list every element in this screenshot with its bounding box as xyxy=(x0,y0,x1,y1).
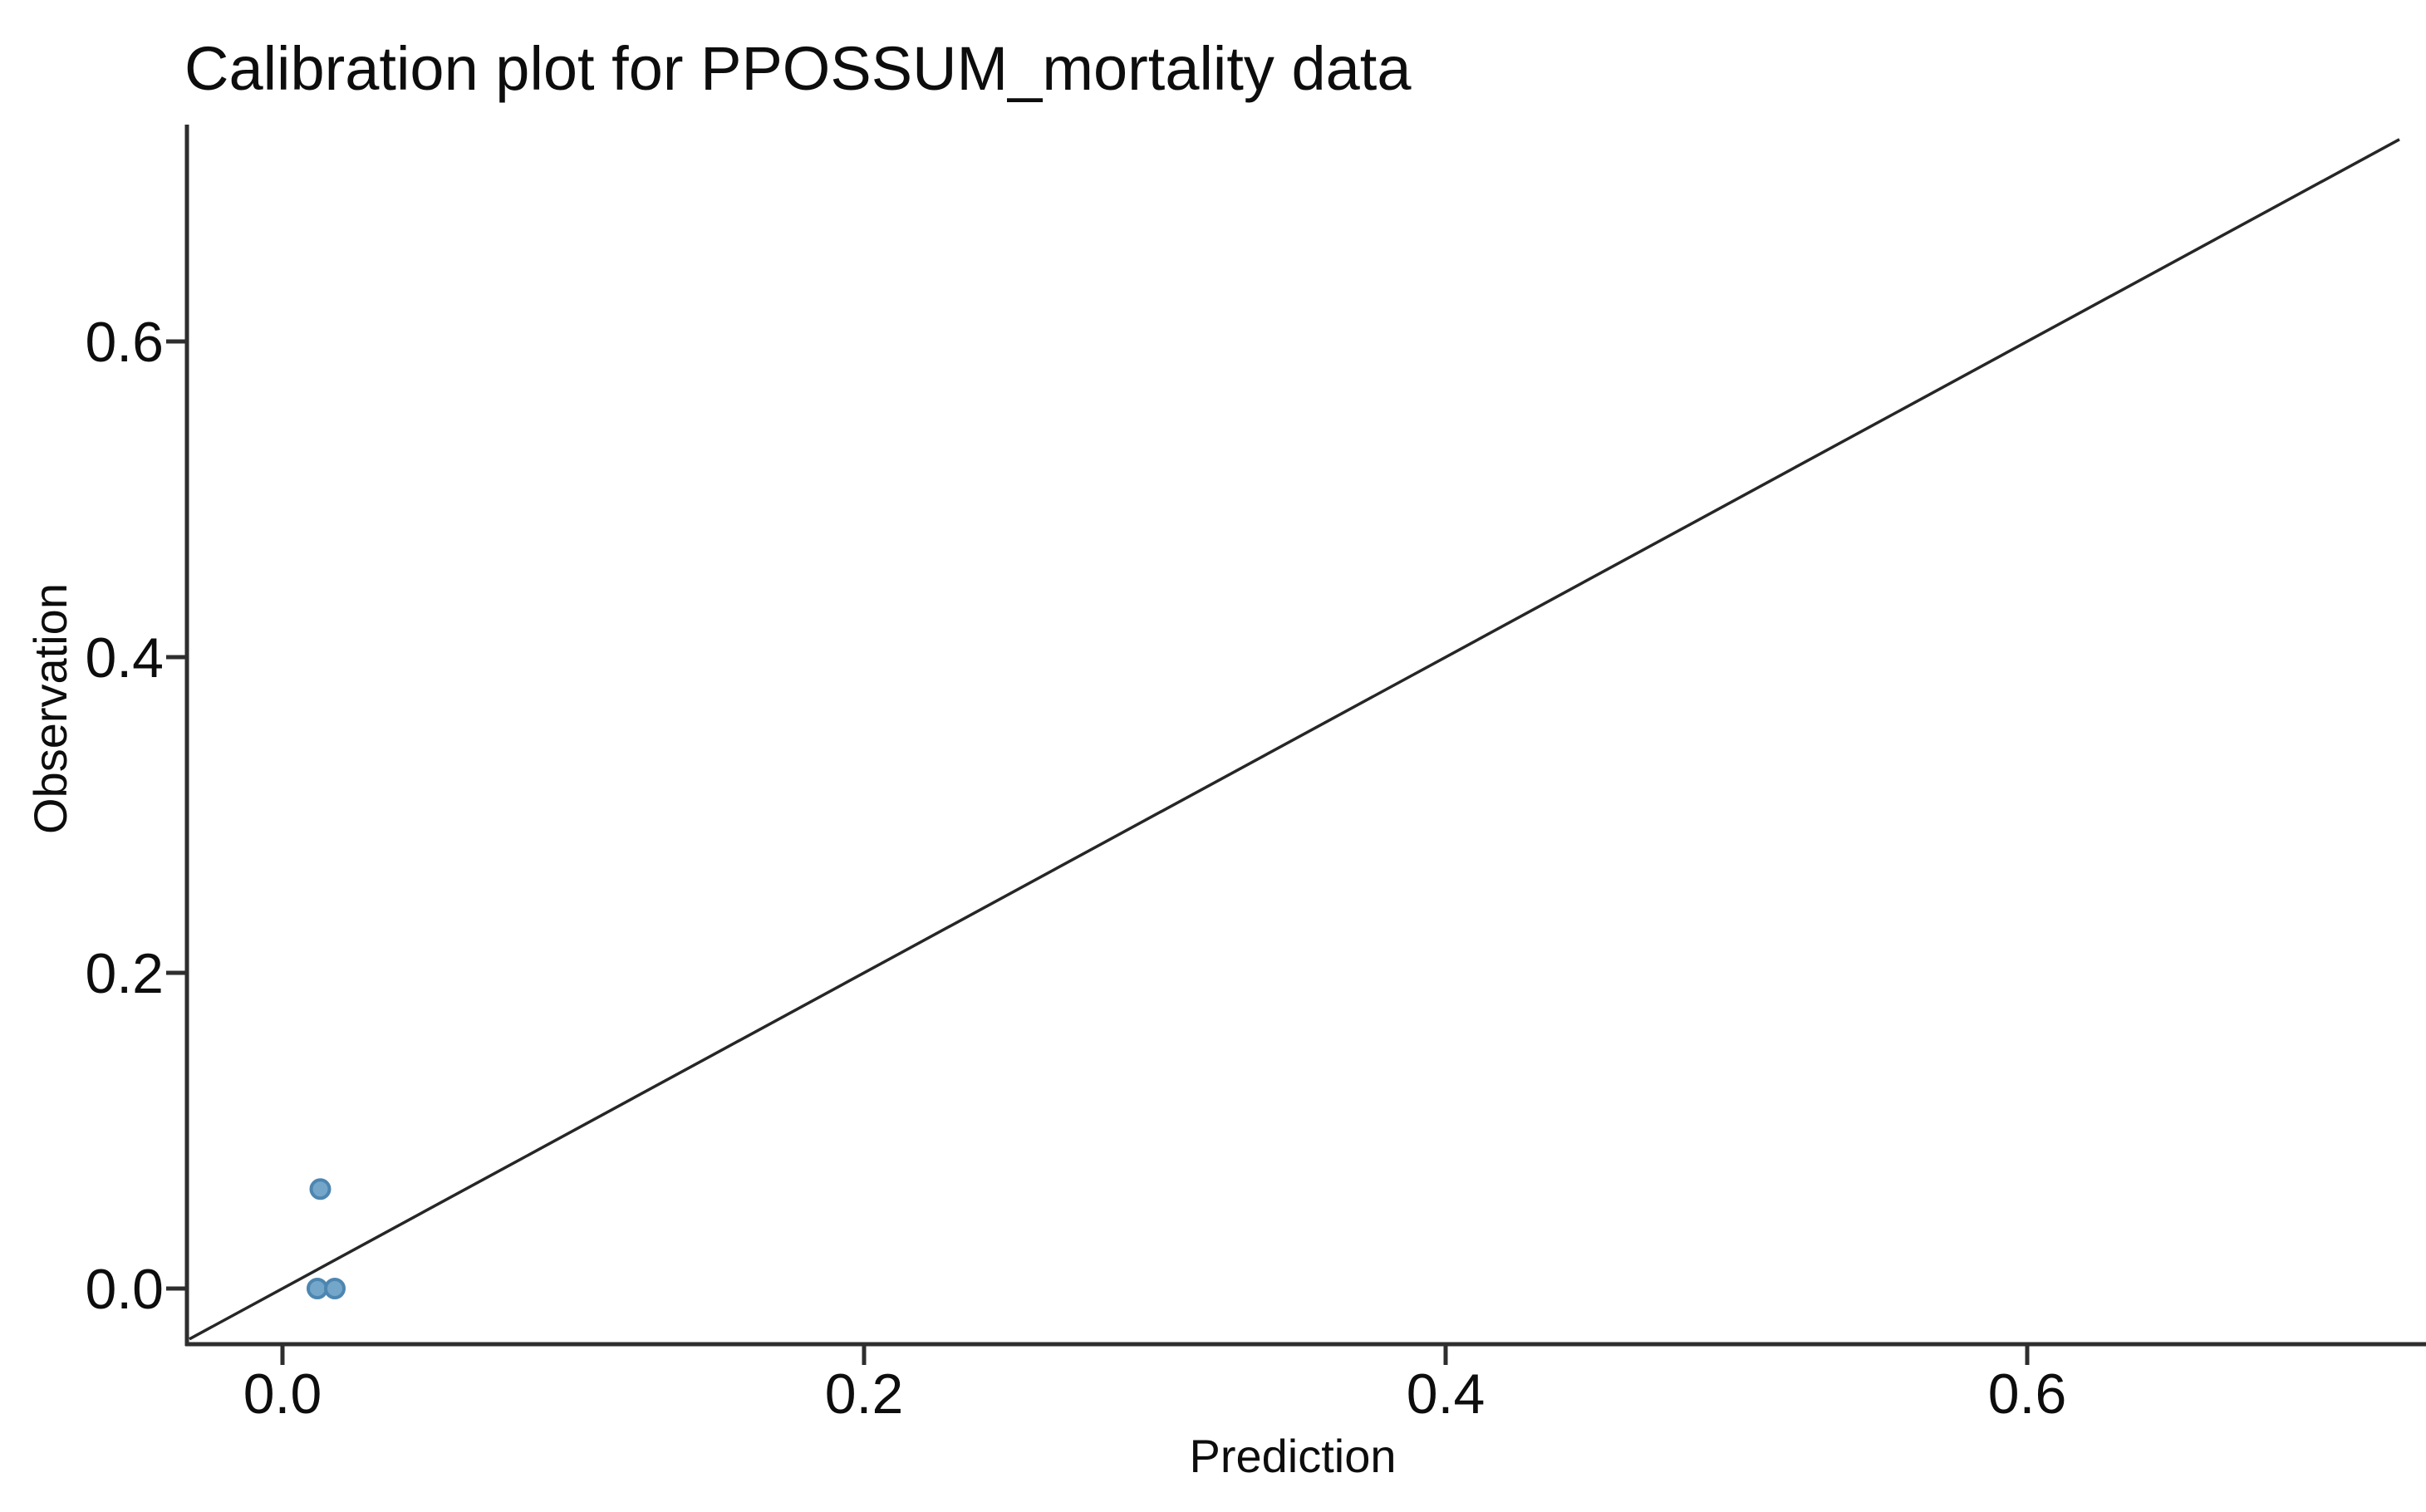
data-point xyxy=(307,1278,328,1299)
x-axis-title: Prediction xyxy=(1189,1430,1396,1482)
data-point xyxy=(309,1178,331,1200)
x-tick-label: 0.4 xyxy=(1407,1362,1486,1426)
x-axis-ticks: 0.0 0.2 0.4 0.6 xyxy=(243,1344,2067,1426)
y-tick-label: 0.6 xyxy=(85,311,164,374)
data-point xyxy=(324,1278,346,1299)
y-axis-ticks: 0.0 0.2 0.4 0.6 xyxy=(85,311,187,1321)
y-tick-label: 0.4 xyxy=(85,626,164,690)
x-tick-label: 0.6 xyxy=(1988,1362,2067,1426)
x-tick-label: 0.0 xyxy=(243,1362,322,1426)
y-axis-title: Observation xyxy=(24,583,76,834)
y-tick-label: 0.2 xyxy=(85,942,164,1005)
data-series xyxy=(189,138,2400,1341)
x-tick-label: 0.2 xyxy=(825,1362,904,1426)
identity-line xyxy=(189,138,2400,1341)
y-tick-label: 0.0 xyxy=(85,1258,164,1321)
plot-title: Calibration plot for PPOSSUM_mortality d… xyxy=(184,34,1412,103)
